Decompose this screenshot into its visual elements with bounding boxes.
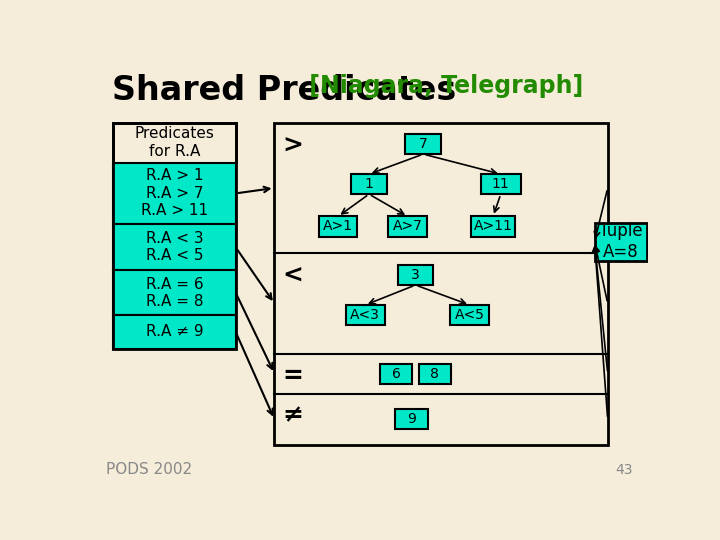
- Bar: [451, 305, 489, 325]
- Text: [Niagara, Telegraph]: [Niagara, Telegraph]: [301, 74, 583, 98]
- Bar: [472, 217, 515, 237]
- Bar: [113, 315, 235, 349]
- Text: 11: 11: [492, 177, 510, 191]
- Bar: [351, 174, 387, 194]
- Text: R.A > 1
R.A > 7
R.A > 11: R.A > 1 R.A > 7 R.A > 11: [141, 168, 208, 218]
- Text: >: >: [282, 133, 303, 157]
- Bar: [481, 174, 521, 194]
- Bar: [380, 363, 413, 383]
- Bar: [405, 134, 441, 154]
- Text: A<5: A<5: [455, 308, 485, 322]
- Bar: [395, 409, 428, 429]
- Bar: [319, 217, 357, 237]
- Text: Shared Predicates: Shared Predicates: [112, 74, 456, 107]
- Bar: [388, 217, 427, 237]
- Text: R.A ≠ 9: R.A ≠ 9: [145, 325, 203, 340]
- Text: R.A = 6
R.A = 8: R.A = 6 R.A = 8: [145, 276, 203, 309]
- Bar: [397, 265, 433, 285]
- Text: A>1: A>1: [323, 219, 353, 233]
- Text: 6: 6: [392, 367, 400, 381]
- Text: <: <: [282, 264, 303, 287]
- Text: 7: 7: [419, 137, 428, 151]
- Text: A>7: A>7: [393, 219, 423, 233]
- Bar: [595, 222, 647, 261]
- Bar: [274, 123, 608, 445]
- Bar: [113, 123, 235, 163]
- Text: 3: 3: [411, 268, 420, 282]
- Text: PODS 2002: PODS 2002: [106, 462, 192, 477]
- Text: Tuple
A=8: Tuple A=8: [599, 222, 643, 261]
- Text: A<3: A<3: [350, 308, 380, 322]
- Text: R.A < 3
R.A < 5: R.A < 3 R.A < 5: [145, 231, 203, 264]
- Text: 43: 43: [615, 463, 632, 477]
- Text: ≠: ≠: [282, 403, 303, 428]
- Text: 9: 9: [408, 412, 416, 426]
- Text: A>11: A>11: [474, 219, 513, 233]
- Text: =: =: [282, 363, 303, 388]
- Bar: [113, 224, 235, 271]
- Bar: [113, 271, 235, 315]
- Text: 8: 8: [431, 367, 439, 381]
- Text: 1: 1: [364, 177, 374, 191]
- Bar: [418, 363, 451, 383]
- Bar: [113, 163, 235, 224]
- Bar: [113, 123, 235, 349]
- Bar: [346, 305, 384, 325]
- Text: Predicates
for R.A: Predicates for R.A: [135, 126, 215, 159]
